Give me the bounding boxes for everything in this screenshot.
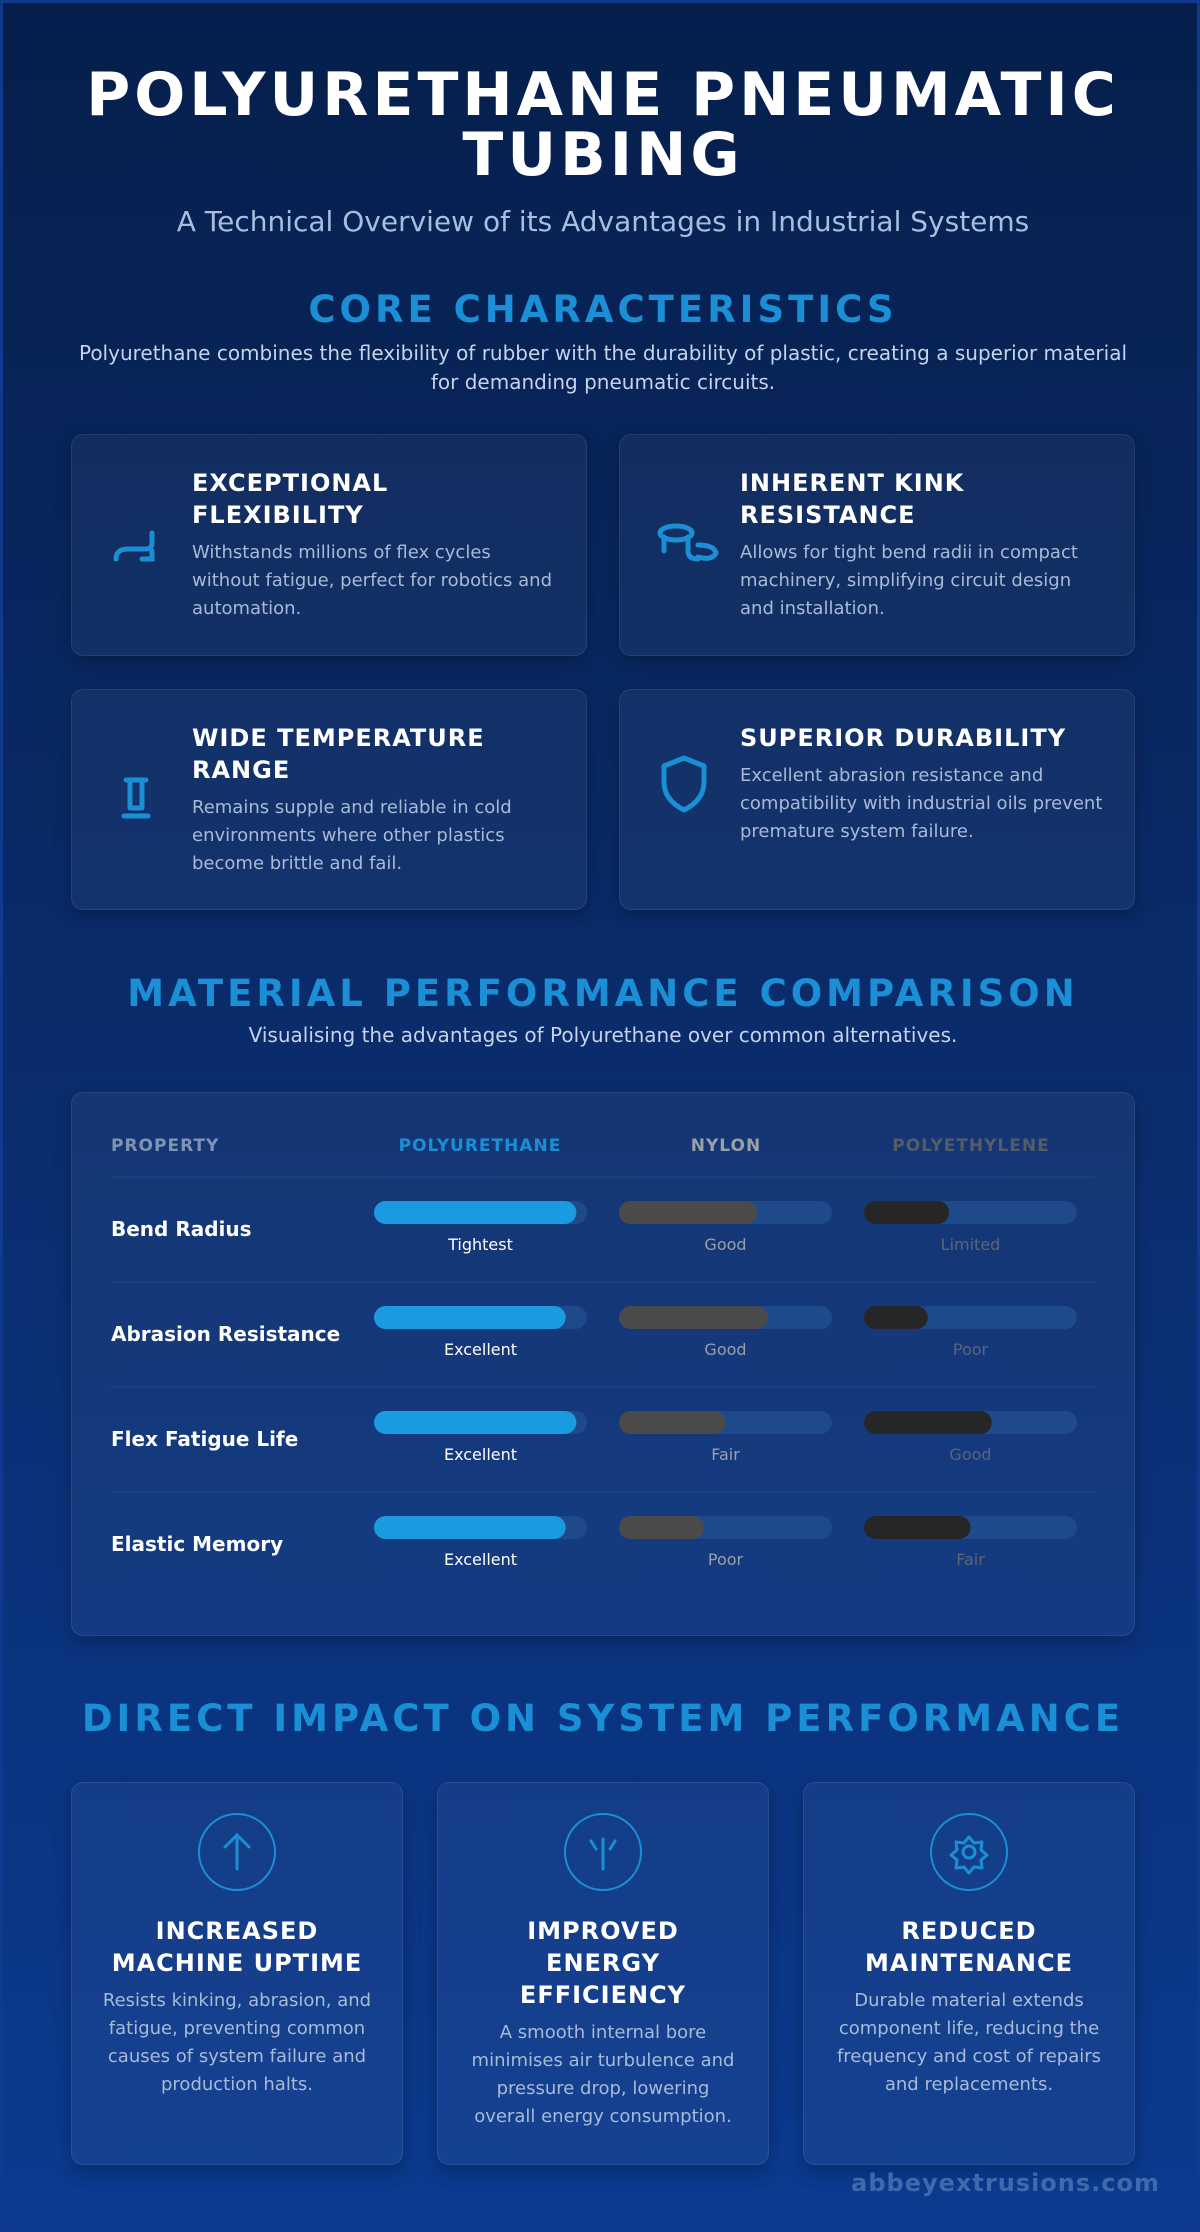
card-text: Withstands millions of flex cycles witho… [192, 542, 552, 619]
card-title: EXCEPTIONAL FLEXIBILITY [192, 469, 389, 529]
bar [374, 1306, 566, 1329]
bar [374, 1201, 577, 1224]
feature-card: WIDE TEMPERATURE RANGE Remains supple an… [71, 689, 587, 910]
card-title: SUPERIOR DURABILITY [740, 724, 1067, 752]
row-label: Abrasion Resistance [111, 1322, 340, 1346]
bar-label: Excellent [444, 1340, 517, 1359]
bar [864, 1306, 928, 1329]
title: POLYURETHANE PNEUMATIC TUBING [86, 60, 1120, 190]
bar-label: Fair [956, 1550, 985, 1569]
bar-label: Tightest [447, 1235, 513, 1254]
bar [374, 1516, 566, 1539]
card-text: Resists kinking, abrasion, and fatigue, … [102, 1990, 372, 2095]
bar-label: Excellent [444, 1550, 517, 1569]
row-label: Bend Radius [111, 1217, 252, 1241]
row-label: Flex Fatigue Life [111, 1427, 298, 1451]
impact-card: REDUCED MAINTENANCE Durable material ext… [803, 1782, 1135, 2165]
bar-label: Good [949, 1445, 991, 1464]
bar [619, 1306, 769, 1329]
row-label: Elastic Memory [111, 1532, 283, 1556]
comparison-panel [71, 1092, 1135, 1636]
feature-card: SUPERIOR DURABILITY Excellent abrasion r… [619, 689, 1135, 910]
bar [619, 1201, 758, 1224]
bar [864, 1201, 950, 1224]
bar-label: Poor [708, 1550, 744, 1569]
comparison-table: PROPERTY POLYURETHANE NYLON POLYETHYLENE Ben… [111, 1136, 1095, 1569]
card-title: INHERENT KINK RESISTANCE [740, 469, 965, 529]
card-title: INCREASED MACHINE UPTIME [111, 1917, 363, 1977]
bar-label: Good [704, 1235, 746, 1254]
bar-label: Good [704, 1340, 746, 1359]
feature-card: EXCEPTIONAL FLEXIBILITY Withstands milli… [71, 434, 587, 656]
section-heading: MATERIAL PERFORMANCE COMPARISON [127, 972, 1079, 1015]
section-subtitle: Visualising the advantages of Polyuretha… [248, 1023, 958, 1047]
card-text: Durable material extends component life,… [836, 1990, 1102, 2095]
feature-card: INHERENT KINK RESISTANCE Allows for tigh… [619, 434, 1135, 656]
icon [661, 755, 707, 813]
bar [619, 1516, 705, 1539]
icon [113, 530, 155, 562]
bar [864, 1411, 992, 1434]
column-header: POLYETHYLENE [892, 1136, 1049, 1156]
card-title: REDUCED MAINTENANCE [865, 1917, 1073, 1977]
card-title: WIDE TEMPERATURE RANGE [192, 724, 485, 784]
section-heading: DIRECT IMPACT ON SYSTEM PERFORMANCE [81, 1697, 1125, 1740]
impact-card: IMPROVED ENERGY EFFICIENCY A smooth inte… [437, 1782, 769, 2165]
icon [198, 1813, 276, 1891]
impact-card: INCREASED MACHINE UPTIME Resists kinking… [71, 1782, 403, 2165]
card-text: Remains supple and reliable in cold envi… [192, 797, 512, 874]
card-title: IMPROVED ENERGY EFFICIENCY [519, 1917, 687, 2009]
card-text: Allows for tight bend radii in compact m… [740, 542, 1078, 619]
subtitle: A Technical Overview of its Advantages i… [176, 205, 1030, 238]
bar [619, 1411, 726, 1434]
column-header: NYLON [691, 1136, 761, 1156]
bar-label: Limited [941, 1235, 1001, 1254]
icon [930, 1813, 1008, 1891]
icon [657, 523, 719, 562]
column-header: PROPERTY [111, 1136, 219, 1156]
card-text: A smooth internal bore minimises air tur… [471, 2022, 735, 2127]
icon [564, 1813, 642, 1891]
bar-label: Fair [711, 1445, 740, 1464]
bar-label: Poor [953, 1340, 989, 1359]
card-text: Excellent abrasion resistance and compat… [740, 765, 1103, 842]
icon [121, 777, 151, 819]
bar [864, 1516, 971, 1539]
column-header: POLYURETHANE [399, 1136, 562, 1156]
bar-label: Excellent [444, 1445, 517, 1464]
section-heading: CORE CHARACTERISTICS [308, 288, 898, 331]
intro-text: Polyurethane combines the flexibility of… [78, 341, 1128, 394]
bar [374, 1411, 577, 1434]
footer-site: abbeyextrusions.com [851, 2169, 1160, 2197]
